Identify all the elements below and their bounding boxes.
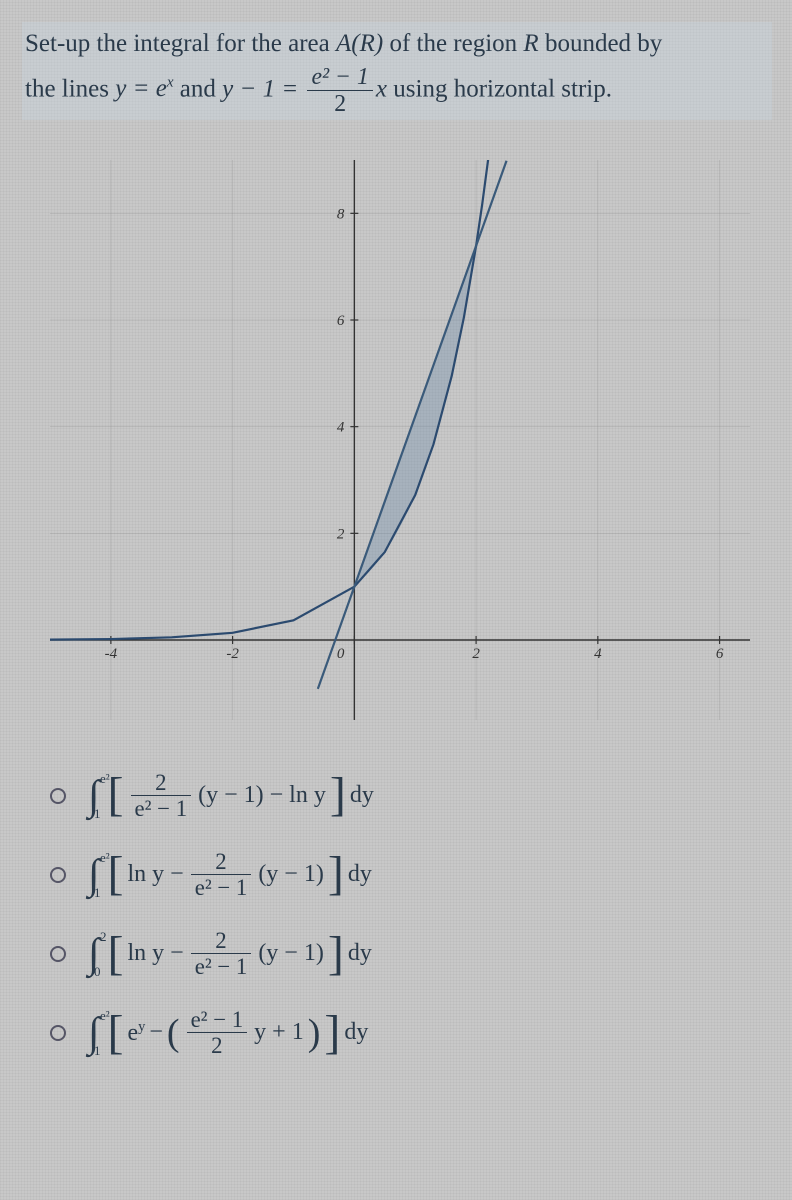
opt-a-term: (y − 1) − ln y <box>198 782 326 809</box>
svg-text:6: 6 <box>716 646 724 662</box>
q-frac: e² − 12 <box>307 64 372 117</box>
opt-b-term: (y − 1) <box>258 861 324 888</box>
option-b[interactable]: ∫1e² [ ln y − 2e² − 1 (y − 1) ] dy <box>50 849 650 900</box>
svg-text:4: 4 <box>594 646 602 662</box>
option-c-math: ∫02 [ ln y − 2e² − 1 (y − 1) ] dy <box>88 928 372 979</box>
svg-text:0: 0 <box>337 646 345 662</box>
integral-icon: ∫1e² <box>88 1009 100 1057</box>
opt-a-dy: dy <box>350 782 374 809</box>
radio-c[interactable] <box>50 946 66 962</box>
svg-text:-2: -2 <box>226 646 239 662</box>
option-a-math: ∫1e² [ 2e² − 1 (y − 1) − ln y ] dy <box>88 770 374 821</box>
option-a[interactable]: ∫1e² [ 2e² − 1 (y − 1) − ln y ] dy <box>50 770 650 821</box>
question-text: Set-up the integral for the area A(R) of… <box>22 22 772 120</box>
radio-a[interactable] <box>50 788 66 804</box>
q-line2end: using horizontal strip. <box>387 75 612 102</box>
opt-b-frac: 2e² − 1 <box>191 849 252 900</box>
right-bracket-icon: ] <box>330 776 346 814</box>
opt-c-dy: dy <box>348 940 372 967</box>
svg-text:2: 2 <box>337 526 345 542</box>
q-end1: bounded by <box>539 30 663 57</box>
left-paren-icon: ( <box>167 1018 180 1048</box>
option-c[interactable]: ∫02 [ ln y − 2e² − 1 (y − 1) ] dy <box>50 928 650 979</box>
integral-icon: ∫1e² <box>88 772 100 820</box>
opt-c-term: (y − 1) <box>258 940 324 967</box>
radio-b[interactable] <box>50 867 66 883</box>
option-d[interactable]: ∫1e² [ ey − ( e² − 12 y + 1 ) ] dy <box>50 1007 650 1058</box>
right-bracket-icon: ] <box>324 1014 340 1052</box>
right-bracket-icon: ] <box>328 855 344 893</box>
option-d-math: ∫1e² [ ey − ( e² − 12 y + 1 ) ] dy <box>88 1007 368 1058</box>
q-AR: A(R) <box>336 30 383 57</box>
opt-d-term: y + 1 <box>254 1019 304 1046</box>
q-eq2lhs: y − 1 = <box>222 75 304 102</box>
q-eq2x: x <box>376 75 387 102</box>
option-b-math: ∫1e² [ ln y − 2e² − 1 (y − 1) ] dy <box>88 849 372 900</box>
opt-d-minus: − <box>149 1019 163 1046</box>
answer-options: ∫1e² [ 2e² − 1 (y − 1) − ln y ] dy ∫1e² … <box>50 770 650 1087</box>
q-and: and <box>174 75 223 102</box>
radio-d[interactable] <box>50 1025 66 1041</box>
opt-b-dy: dy <box>348 861 372 888</box>
opt-d-frac: e² − 12 <box>187 1007 248 1058</box>
q-post: of the region <box>383 30 523 57</box>
right-paren-icon: ) <box>308 1018 321 1048</box>
opt-c-frac: 2e² − 1 <box>191 928 252 979</box>
q-pre: Set-up the integral for the area <box>25 30 336 57</box>
graph-area: -4 -2 2 4 6 2 4 6 8 0 <box>50 160 750 720</box>
svg-text:2: 2 <box>472 646 480 662</box>
q-R: R <box>523 30 538 57</box>
q-line2pre: the lines <box>25 75 115 102</box>
opt-a-frac: 2e² − 1 <box>131 770 192 821</box>
q-eq1: y = ex <box>115 75 173 102</box>
integral-icon: ∫02 <box>88 930 100 978</box>
opt-d-dy: dy <box>344 1019 368 1046</box>
opt-b-ln: ln y − <box>128 861 184 888</box>
left-bracket-icon: [ <box>108 935 124 973</box>
integral-icon: ∫1e² <box>88 851 100 899</box>
svg-text:8: 8 <box>337 206 345 222</box>
svg-text:-4: -4 <box>105 646 118 662</box>
opt-c-ln: ln y − <box>128 940 184 967</box>
right-bracket-icon: ] <box>328 935 344 973</box>
opt-d-ey: ey <box>128 1019 146 1047</box>
svg-text:6: 6 <box>337 313 345 329</box>
svg-text:4: 4 <box>337 420 345 436</box>
graph-svg: -4 -2 2 4 6 2 4 6 8 0 <box>50 160 750 720</box>
